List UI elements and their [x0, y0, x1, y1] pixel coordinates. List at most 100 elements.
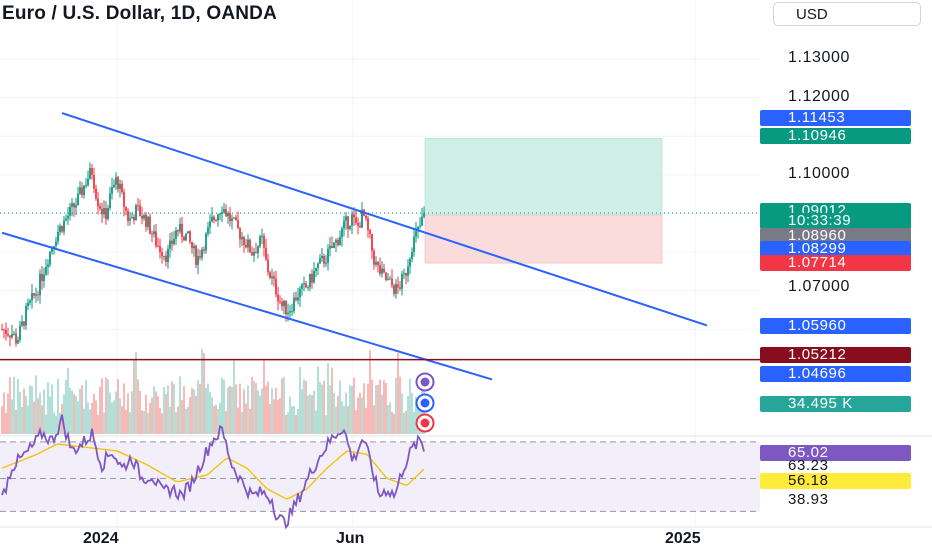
candle-body	[243, 237, 245, 245]
volume-bar	[363, 383, 365, 434]
flash-event-icon-dot	[420, 377, 430, 387]
candle-body	[219, 214, 221, 216]
candle-body	[125, 206, 127, 211]
volume-bar	[105, 377, 107, 434]
candle-body	[301, 284, 303, 289]
candle-body	[321, 255, 323, 259]
volume-bar	[179, 376, 181, 434]
candle-body	[251, 252, 253, 256]
volume-bar	[343, 405, 345, 434]
volume-bar	[161, 413, 163, 434]
candle-body	[269, 272, 271, 278]
candle-body	[19, 325, 21, 341]
volume-bar	[283, 377, 285, 434]
volume-bar	[173, 384, 175, 434]
position-tool[interactable]	[424, 138, 663, 264]
candle-body	[419, 225, 421, 227]
candle-body	[347, 216, 349, 229]
volume-bar	[21, 407, 23, 434]
candle-body	[155, 231, 157, 246]
volume-bar	[371, 379, 373, 434]
volume-bar	[311, 395, 313, 434]
eu-flag-icon-dot	[420, 398, 430, 408]
candle-body	[253, 251, 255, 256]
candle-body	[221, 212, 223, 215]
volume-bar	[119, 398, 121, 434]
trend-lines[interactable]	[0, 112, 760, 381]
candle-body	[299, 288, 301, 298]
price-label-channel-end: 1.05960	[760, 318, 911, 334]
volume-bar	[373, 405, 375, 434]
candle-body	[397, 284, 399, 288]
volume-bar	[365, 407, 367, 434]
volume-bar	[227, 387, 229, 434]
price-tick-label: 1.12000	[788, 88, 851, 105]
volume-bar	[77, 401, 79, 434]
candle-body	[395, 284, 397, 294]
candle-body	[375, 262, 377, 265]
volume-bar	[409, 378, 411, 434]
candle-body	[421, 216, 423, 226]
candle-body	[49, 251, 51, 265]
currency-button[interactable]: USD	[773, 2, 921, 26]
candle-body	[423, 213, 425, 217]
candle-body	[105, 208, 107, 220]
volume-bar	[91, 402, 93, 434]
volume-bar	[357, 397, 359, 434]
volume-bar	[199, 384, 201, 434]
volume-bar	[75, 395, 77, 434]
volume-bar	[399, 376, 401, 434]
candle-body	[137, 205, 139, 207]
event-markers[interactable]	[415, 372, 435, 433]
volume-bar	[231, 386, 233, 434]
volume-bar	[117, 379, 119, 434]
candle-body	[343, 220, 345, 229]
volume-bar	[217, 408, 219, 434]
volume-bar	[229, 385, 231, 434]
candle-body	[177, 230, 179, 232]
price-label-channel-lower: 1.04696	[760, 366, 911, 382]
volume-bar	[115, 391, 117, 434]
volume-bar	[159, 407, 161, 434]
volume-bar	[325, 415, 327, 434]
rsi-pane	[0, 414, 760, 530]
candle-body	[215, 219, 217, 221]
volume-bar	[415, 396, 417, 434]
candle-body	[415, 231, 417, 237]
volume-bar	[335, 406, 337, 434]
volume-bar	[245, 403, 247, 434]
volume-bar	[57, 378, 59, 434]
volume-bar	[253, 381, 255, 434]
chart-title: Euro / U.S. Dollar, 1D, OANDA	[2, 3, 278, 24]
candle-body	[5, 329, 7, 335]
candle-body	[183, 236, 185, 241]
candle-body	[377, 262, 379, 266]
candle-body	[257, 246, 259, 253]
candle-body	[151, 233, 153, 235]
candle-body	[271, 276, 273, 278]
candle-body	[327, 248, 329, 263]
candle-body	[43, 274, 45, 282]
volume-bar	[403, 412, 405, 434]
candle-body	[287, 312, 289, 315]
candle-body	[283, 300, 285, 307]
price-label-support: 1.05212	[760, 347, 911, 363]
volume-bar	[157, 396, 159, 434]
volume-bar	[293, 406, 295, 434]
volume-bar	[287, 412, 289, 434]
candle-body	[319, 258, 321, 264]
volume-bar	[39, 392, 41, 434]
volume-bar	[313, 390, 315, 434]
candle-body	[109, 193, 111, 209]
candle-body	[21, 321, 23, 326]
candle-body	[189, 231, 191, 242]
candle-body	[25, 306, 27, 326]
volume-bar	[129, 412, 131, 434]
candle-body	[197, 256, 199, 265]
volume-bar	[195, 395, 197, 434]
candle-body	[67, 215, 69, 219]
candle-body	[89, 168, 91, 179]
candle-body	[351, 214, 353, 226]
volume-bar	[319, 381, 321, 434]
